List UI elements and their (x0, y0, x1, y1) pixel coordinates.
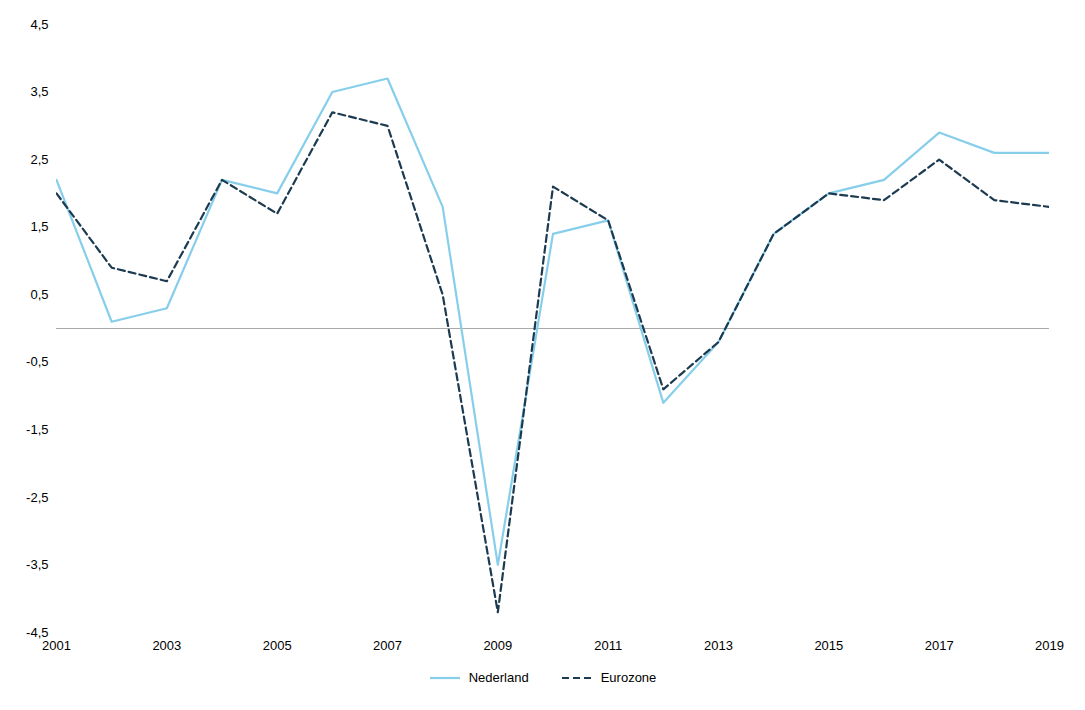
svg-text:-4,5: -4,5 (26, 624, 49, 640)
svg-text:-3,5: -3,5 (26, 557, 48, 572)
svg-text:3,5: 3,5 (30, 84, 48, 99)
svg-text:2015: 2015 (814, 638, 843, 653)
svg-text:-1,5: -1,5 (26, 422, 48, 437)
svg-text:2013: 2013 (704, 638, 733, 653)
svg-text:-2,5: -2,5 (26, 490, 48, 505)
svg-text:2005: 2005 (263, 638, 292, 653)
svg-text:2011: 2011 (594, 638, 622, 653)
svg-text:2017: 2017 (925, 638, 954, 653)
svg-text:1,5: 1,5 (30, 219, 48, 234)
svg-text:2001: 2001 (42, 638, 71, 653)
svg-text:-0,5: -0,5 (26, 354, 48, 369)
html-text:Eurozone: Eurozone (600, 670, 657, 685)
svg-text:2007: 2007 (373, 638, 402, 653)
svg-text:0,5: 0,5 (30, 287, 48, 302)
svg-text:4,5: 4,5 (30, 17, 48, 32)
svg-text:2,5: 2,5 (30, 152, 48, 167)
svg-text:2009: 2009 (483, 638, 512, 653)
svg-text:2003: 2003 (152, 638, 181, 653)
svg-text:2019: 2019 (1035, 638, 1064, 653)
html-text:Nederland: Nederland (468, 670, 529, 685)
